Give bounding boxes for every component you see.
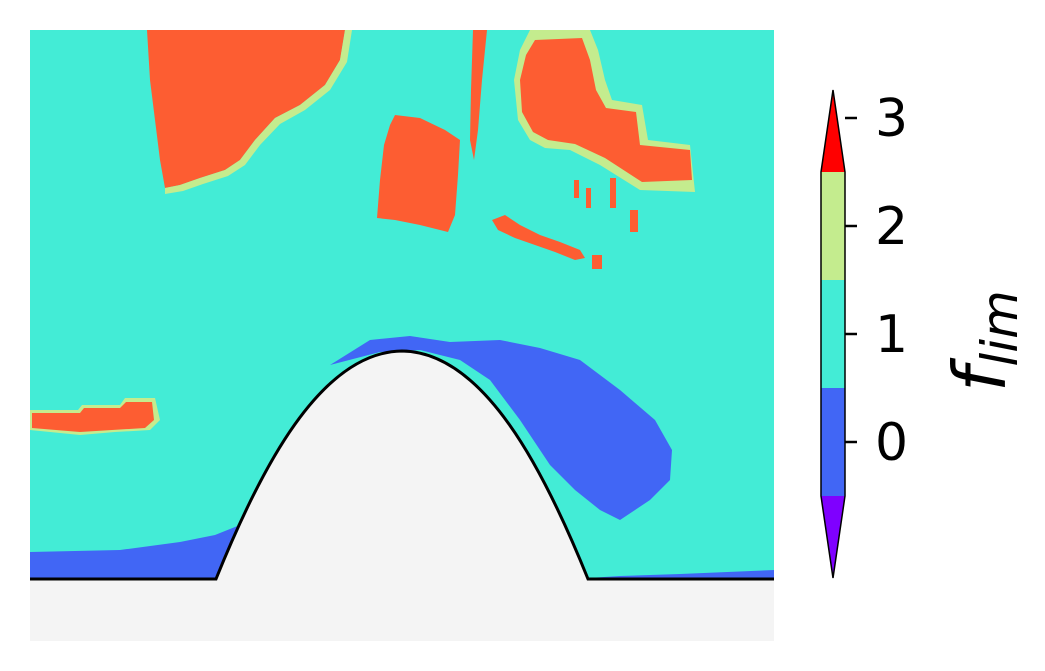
colorbar-band-1	[821, 280, 845, 388]
colorbar-label-subscript: lim	[971, 290, 1029, 367]
region-level-3-drop-d	[586, 188, 591, 208]
colorbar: 0 1 2 3	[820, 89, 908, 579]
region-level-3-center-top	[377, 115, 460, 232]
colorbar-tick-label-2: 2	[875, 197, 908, 257]
region-level-3-thin-streak	[470, 30, 487, 160]
colorbar-label: flim	[938, 290, 1029, 392]
region-level-3-droplets	[492, 215, 585, 260]
region-level-0-wake	[330, 336, 672, 520]
region-level-3-drop-b	[630, 210, 638, 232]
solid-body-bump	[30, 351, 774, 641]
region-level-3-upper-right	[520, 38, 692, 182]
colorbar-outline	[820, 89, 846, 579]
region-level-3-drop-c	[574, 180, 579, 198]
region-level-3-drop-e	[610, 178, 616, 208]
colorbar-band-0	[821, 388, 845, 496]
region-level-3-upper-left	[147, 30, 345, 188]
colorbar-tick-label-3: 3	[875, 89, 908, 149]
colorbar-extend-under	[821, 496, 845, 578]
colorbar-tick-label-0: 0	[875, 413, 908, 473]
boundary-line	[30, 349, 774, 581]
region-level-3-left-streak	[32, 402, 154, 432]
plot-area	[30, 30, 774, 641]
colorbar-band-2	[821, 172, 845, 280]
colorbar-extend-over	[821, 90, 845, 172]
region-level-3-drop-a	[592, 255, 602, 269]
region-level-0-floor-right	[588, 570, 774, 578]
colorbar-tick-label-1: 1	[875, 305, 908, 365]
region-level-0-floor-left	[30, 525, 240, 578]
